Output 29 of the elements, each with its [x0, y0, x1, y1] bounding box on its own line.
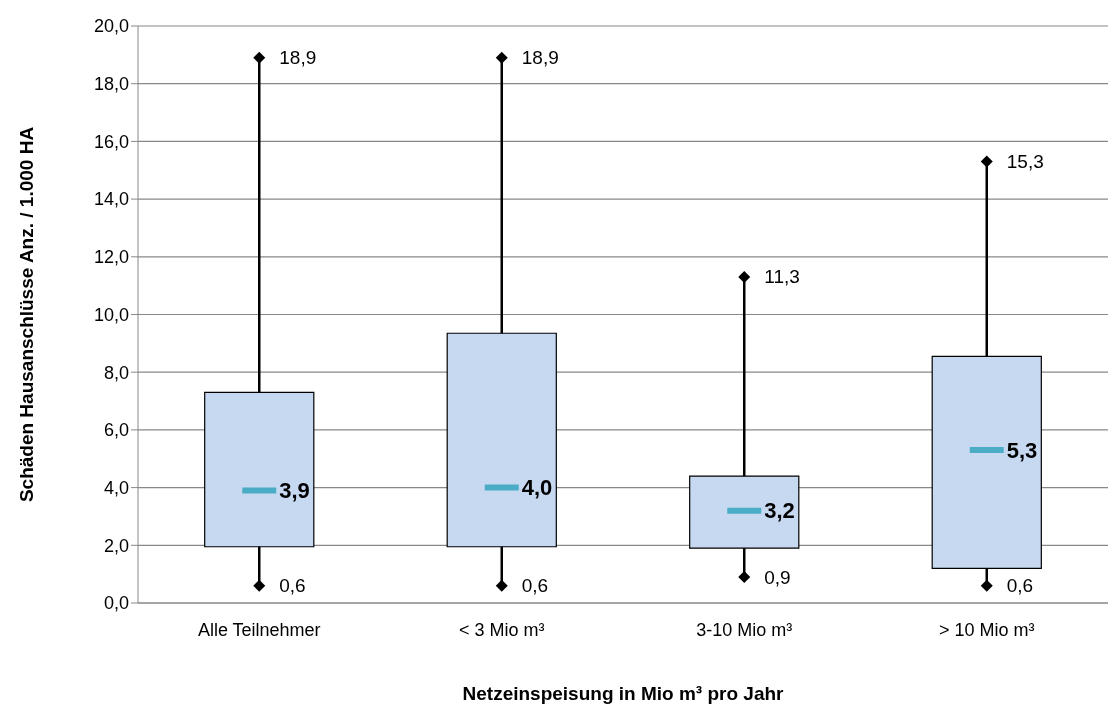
- x-axis-title: Netzeinspeisung in Mio m³ pro Jahr: [462, 683, 785, 704]
- y-tick-label: 2,0: [103, 535, 129, 556]
- y-axis-title: Schäden Hausanschlüsse Anz. / 1.000 HA: [15, 126, 37, 503]
- annotation: 3,2: [764, 498, 795, 524]
- annotation: 4,0: [521, 475, 553, 501]
- annotation: 18,9: [521, 47, 559, 69]
- annotation: 3,9: [279, 477, 310, 503]
- annotation: 5,3: [1006, 437, 1038, 463]
- y-tick-label: 14,0: [93, 189, 129, 210]
- annotation: 0,9: [764, 566, 791, 588]
- annotation: 18,9: [279, 47, 317, 69]
- x-tick-label: > 10 Mio m³: [938, 619, 1035, 640]
- annotation: 15,3: [1006, 151, 1044, 173]
- y-tick-label: 18,0: [93, 74, 129, 95]
- x-tick-label: 3-10 Mio m³: [696, 619, 793, 640]
- y-tick-label: 10,0: [93, 304, 129, 325]
- y-tick-label: 6,0: [103, 420, 129, 441]
- annotation: 0,6: [521, 575, 549, 597]
- y-tick-label: 4,0: [103, 477, 129, 498]
- y-tick-label: 12,0: [93, 247, 129, 268]
- annotation: 0,6: [1006, 575, 1034, 597]
- y-tick-label: 16,0: [93, 131, 129, 152]
- y-tick-label: 20,0: [93, 16, 129, 37]
- annotation: 11,3: [764, 266, 800, 288]
- y-tick-label: 0,0: [103, 593, 129, 614]
- y-tick-label: 8,0: [103, 362, 129, 383]
- annotation: 0,6: [279, 575, 306, 597]
- x-tick-label: < 3 Mio m³: [458, 619, 545, 640]
- x-tick-label: Alle Teilnehmer: [197, 619, 321, 640]
